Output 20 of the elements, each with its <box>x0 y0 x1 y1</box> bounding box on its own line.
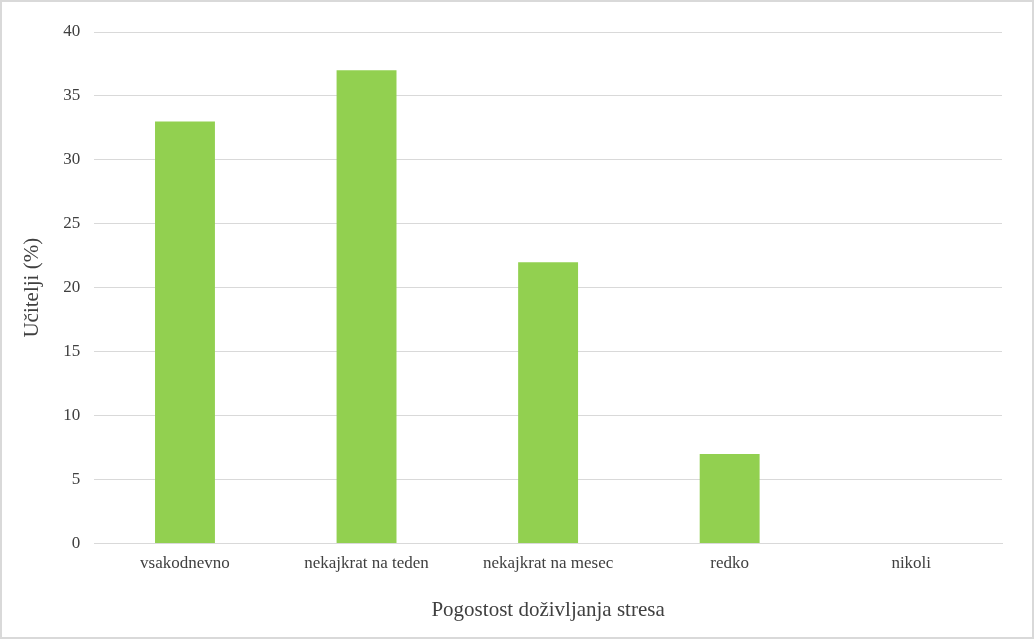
x-tick-label: nekajkrat na teden <box>304 553 430 573</box>
x-axis-title: Pogostost doživljanja stresa <box>431 596 666 621</box>
y-tick-label: 20 <box>63 277 81 297</box>
bar <box>518 262 579 543</box>
bar <box>699 453 760 543</box>
bar <box>155 121 215 543</box>
y-tick-label: 10 <box>63 405 81 425</box>
x-tick-label: nekajkrat na mesec <box>482 553 614 573</box>
y-tick-label: 40 <box>63 21 81 41</box>
x-tick-label: redko <box>710 553 750 573</box>
x-tick-label: vsakodnevno <box>140 553 230 573</box>
x-tick-label: nikoli <box>891 553 932 573</box>
y-axis-title: Učitelji (%) <box>19 237 44 338</box>
y-tick-label: 25 <box>63 213 81 233</box>
y-tick-label: 15 <box>63 341 81 361</box>
y-tick-label: 30 <box>63 149 81 169</box>
bar <box>336 70 397 543</box>
y-tick-label: 0 <box>71 532 81 552</box>
y-tick-label: 35 <box>63 85 81 105</box>
y-tick-label: 5 <box>71 468 81 488</box>
